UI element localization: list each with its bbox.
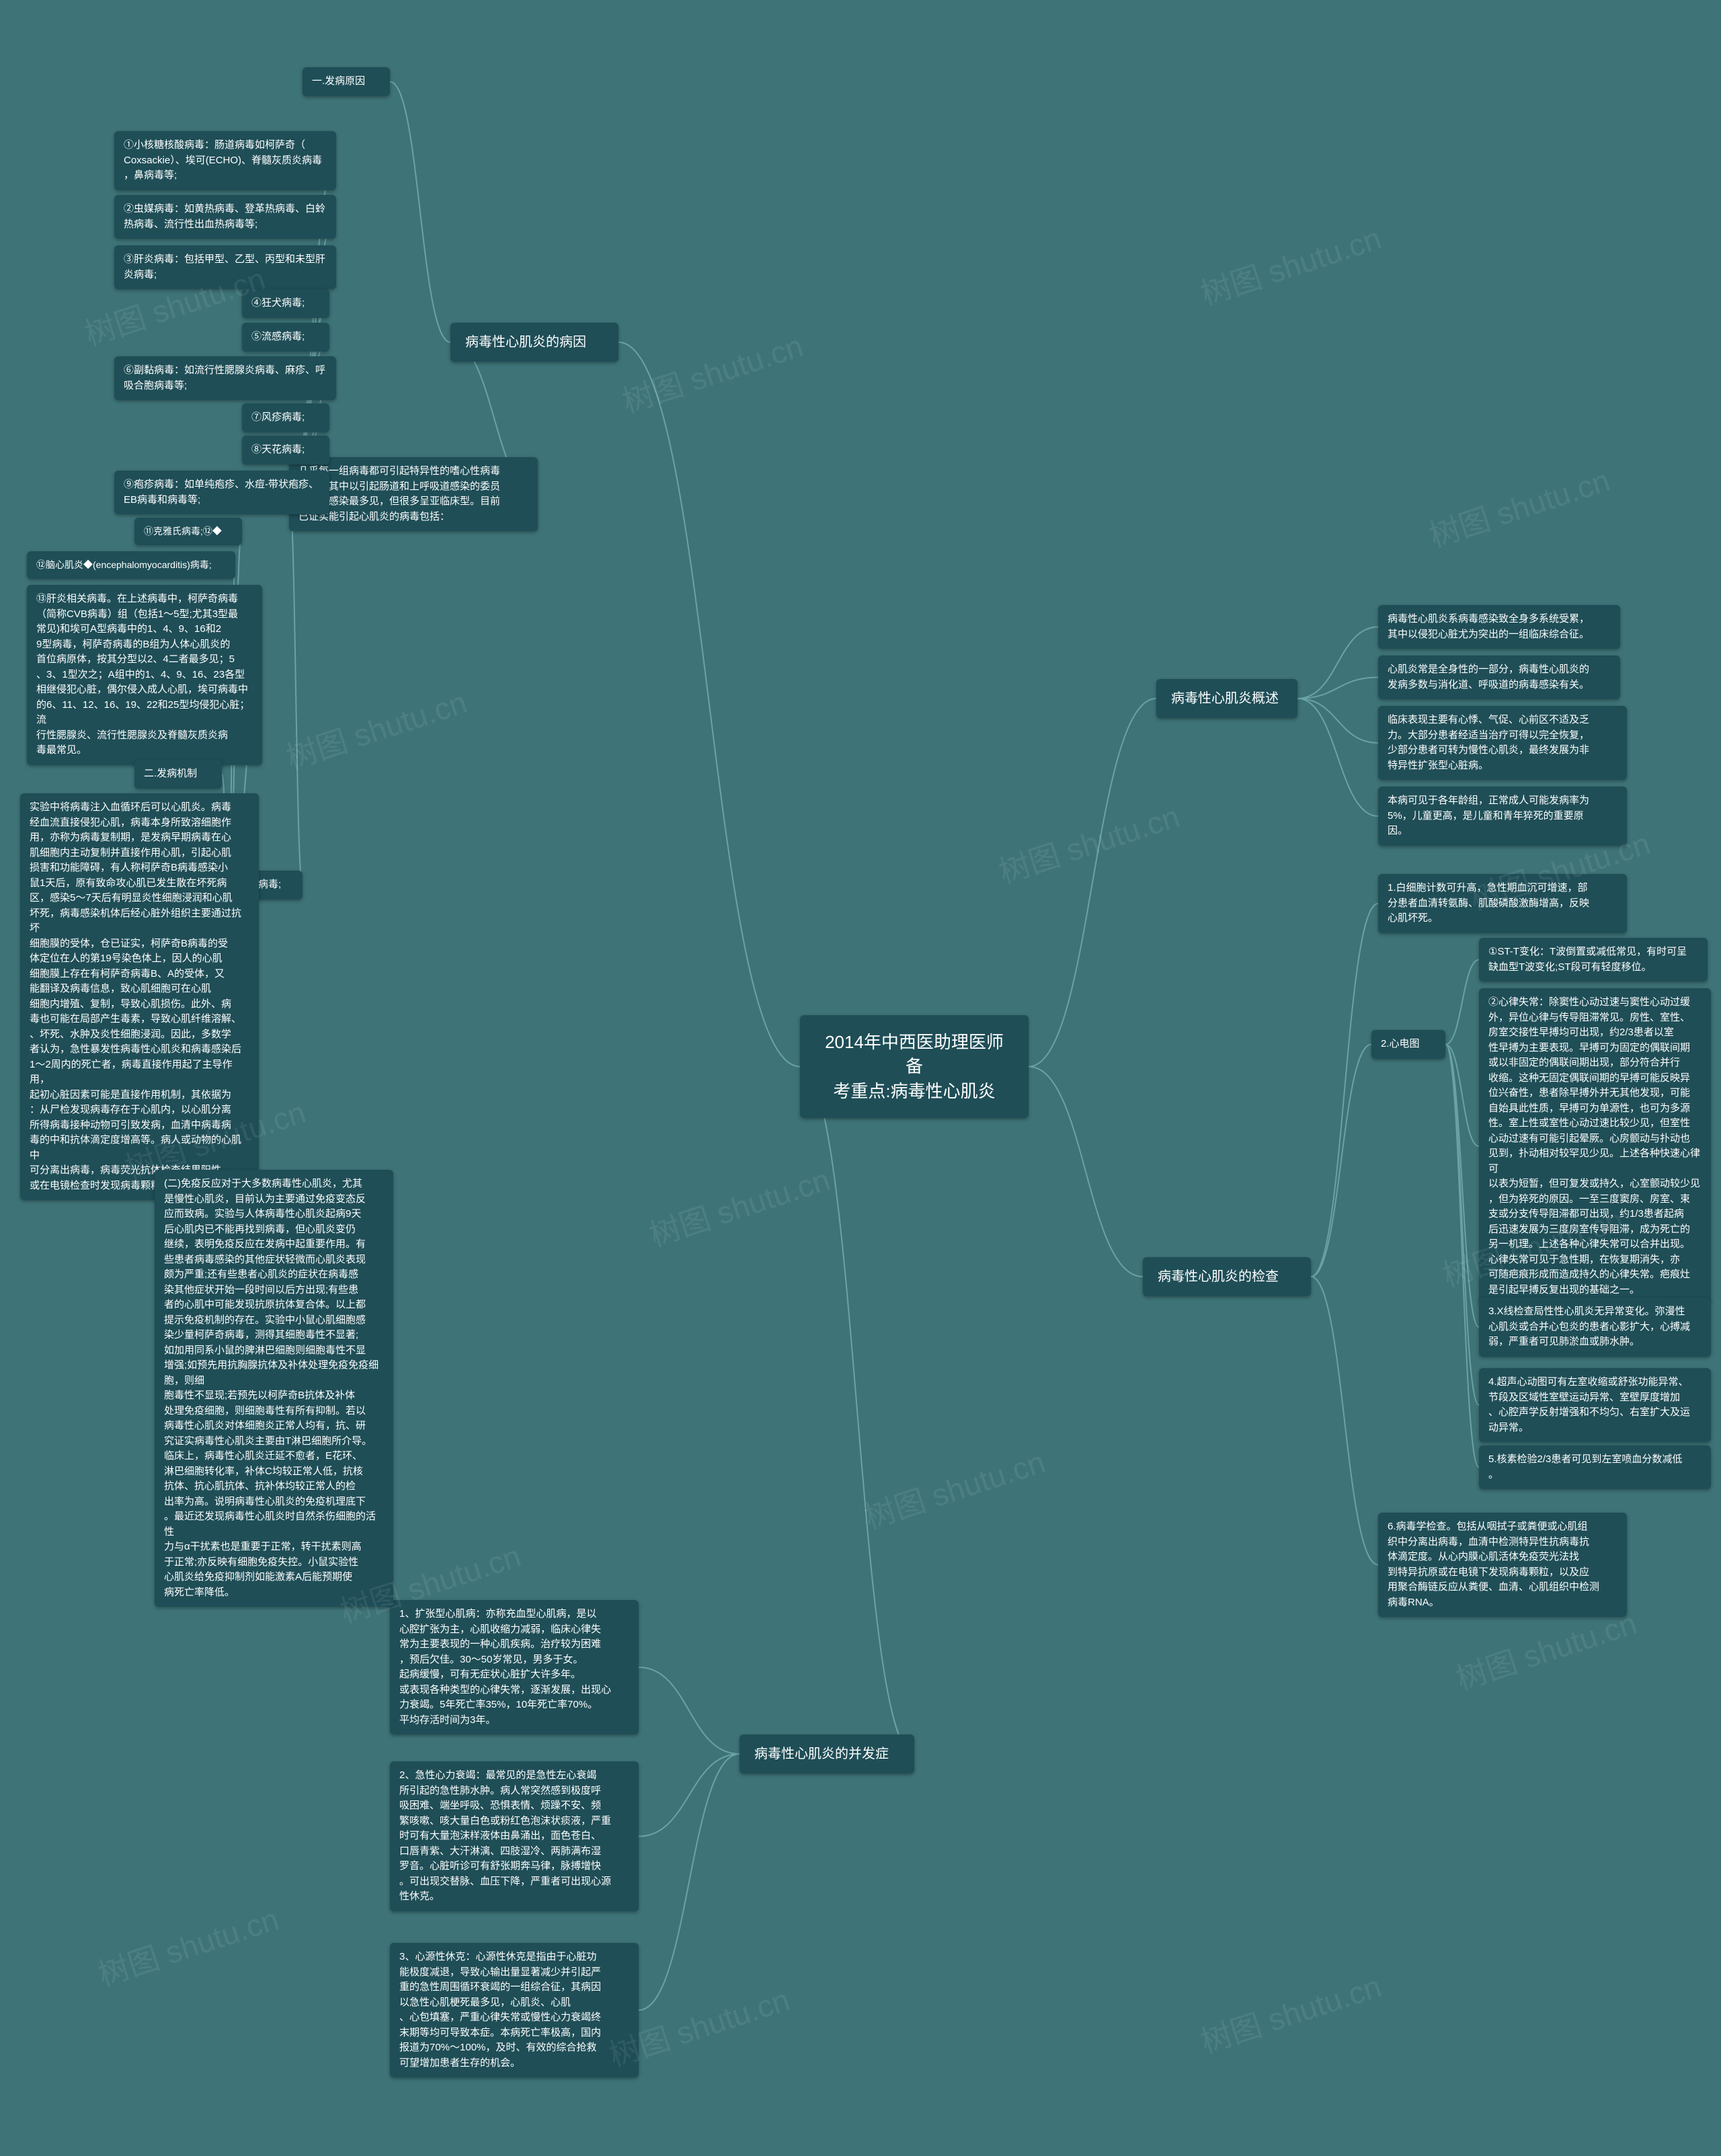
- watermark: 树图 shutu.cn: [280, 678, 472, 778]
- mindmap-node[interactable]: ⑪克雅氏病毒;⑫◆: [134, 518, 242, 545]
- mindmap-node[interactable]: ④狂犬病毒;: [242, 289, 329, 318]
- mindmap-node[interactable]: 心肌炎常是全身性的一部分，病毒性心肌炎的 发病多数与消化道、呼吸道的病毒感染有关…: [1378, 655, 1620, 699]
- node-label: 2014年中西医助理医师备 考重点:病毒性心肌炎: [825, 1032, 1004, 1101]
- node-label: ⑧天花病毒;: [251, 444, 305, 455]
- node-label: 3、心源性休克：心源性休克是指由于心脏功 能极度减退，导致心输出量显著减少并引起…: [399, 1951, 601, 2069]
- node-label: ①小核糖核酸病毒：肠道病毒如柯萨奇（ Coxsackie）、埃可(ECHO)、脊…: [124, 139, 322, 181]
- node-label: 3.X线检查局性性心肌炎无异常变化。弥漫性 心肌炎或合并心包炎的患者心影扩大，心…: [1488, 1306, 1690, 1347]
- node-label: 病毒性心肌炎的检查: [1158, 1269, 1279, 1284]
- mindmap-node[interactable]: (二)免疫反应对于大多数病毒性心肌炎，尤其 是慢性心肌炎，目前认为主要通过免疫变…: [155, 1170, 393, 1607]
- mindmap-node[interactable]: 4.超声心动图可有左室收缩或舒张功能异常、 节段及区域性室壁运动异常、室壁厚度增…: [1479, 1368, 1711, 1442]
- node-label: 6.病毒学检查。包括从咽拭子或粪便或心肌组 织中分离出病毒，血清中检测特异性抗病…: [1388, 1521, 1599, 1608]
- mindmap-node[interactable]: 二.发病机制: [134, 760, 222, 789]
- mindmap-node[interactable]: 2014年中西医助理医师备 考重点:病毒性心肌炎: [800, 1015, 1029, 1118]
- node-label: 病毒性心肌炎系病毒感染致全身多系统受累， 其中以侵犯心脏尤为突出的一组临床综合征…: [1388, 613, 1589, 640]
- mindmap-node[interactable]: ①小核糖核酸病毒：肠道病毒如柯萨奇（ Coxsackie）、埃可(ECHO)、脊…: [114, 131, 336, 190]
- node-label: ⑤流感病毒;: [251, 331, 305, 342]
- watermark: 树图 shutu.cn: [993, 793, 1185, 893]
- mindmap-node[interactable]: 1、扩张型心肌病：亦称充血型心肌病，是以 心腔扩张为主，心肌收缩力减弱，临床心律…: [390, 1600, 639, 1734]
- node-label: 2、急性心力衰竭：最常见的是急性左心衰竭 所引起的急性肺水肿。病人常突然感到极度…: [399, 1769, 611, 1902]
- node-label: ⑨疱疹病毒：如单纯疱疹、水痘-带状疱疹、 EB病毒和病毒等;: [124, 479, 319, 506]
- mindmap-node[interactable]: ⑬肝炎相关病毒。在上述病毒中，柯萨奇病毒 （简称CVB病毒）组（包括1～5型;尤…: [27, 585, 262, 765]
- node-label: ②心律失常：除窦性心动过速与窦性心动过缓 外，异位心律与传导阻滞常见。房性、室性…: [1488, 996, 1700, 1295]
- node-label: ③肝炎病毒：包括甲型、乙型、丙型和未型肝 炎病毒;: [124, 253, 325, 280]
- node-label: 临床表现主要有心悸、气促、心前区不适及乏 力。大部分患者经适当治疗可得以完全恢复…: [1388, 714, 1589, 771]
- mindmap-node[interactable]: ⑤流感病毒;: [242, 323, 329, 352]
- node-label: ⑪克雅氏病毒;⑫◆: [144, 526, 222, 536]
- node-label: ①ST-T变化：T波倒置或减低常见，有时可呈 缺血型T波变化;ST段可有轻度移位…: [1488, 946, 1687, 973]
- node-label: 本病可见于各年龄组，正常成人可能发病率为 5%，儿童更高，是儿童和青年猝死的重要…: [1388, 795, 1589, 836]
- node-label: ④狂犬病毒;: [251, 297, 305, 309]
- mindmap-node[interactable]: 2、急性心力衰竭：最常见的是急性左心衰竭 所引起的急性肺水肿。病人常突然感到极度…: [390, 1761, 639, 1911]
- node-label: 病毒性心肌炎概述: [1171, 691, 1279, 706]
- mindmap-node[interactable]: ⑦风疹病毒;: [242, 403, 329, 432]
- mindmap-node[interactable]: 病毒性心肌炎的检查: [1143, 1257, 1311, 1296]
- mindmap-node[interactable]: 临床表现主要有心悸、气促、心前区不适及乏 力。大部分患者经适当治疗可得以完全恢复…: [1378, 706, 1627, 780]
- mindmap-node[interactable]: 1.白细胞计数可升高，急性期血沉可增速，部 分患者血清转氨酶、肌酸磷酸激酶增高，…: [1378, 874, 1627, 933]
- mindmap-node[interactable]: 5.核素检验2/3患者可见到左室喷血分数减低 。: [1479, 1445, 1711, 1489]
- node-label: ⑦风疹病毒;: [251, 411, 305, 423]
- node-label: 1.白细胞计数可升高，急性期血沉可增速，部 分患者血清转氨酶、肌酸磷酸激酶增高，…: [1388, 882, 1589, 924]
- node-label: ⑫脑心肌炎◆(encephalomyocarditis)病毒;: [36, 559, 212, 570]
- node-label: 2.心电图: [1381, 1038, 1420, 1049]
- mindmap-node[interactable]: 2.心电图: [1371, 1030, 1445, 1059]
- mindmap-node[interactable]: 病毒性心肌炎的并发症: [739, 1734, 914, 1773]
- watermark: 树图 shutu.cn: [1423, 456, 1615, 557]
- watermark: 树图 shutu.cn: [92, 1895, 284, 1995]
- mindmap-node[interactable]: ②心律失常：除窦性心动过速与窦性心动过缓 外，异位心律与传导阻滞常见。房性、室性…: [1479, 988, 1711, 1304]
- watermark: 树图 shutu.cn: [616, 322, 808, 422]
- node-label: 一.发病原因: [312, 75, 365, 87]
- node-label: 4.超声心动图可有左室收缩或舒张功能异常、 节段及区域性室壁运动异常、室壁厚度增…: [1488, 1376, 1690, 1433]
- node-label: 病毒性心肌炎的病因: [465, 335, 586, 350]
- node-label: 5.核素检验2/3患者可见到左室喷血分数减低 。: [1488, 1453, 1682, 1480]
- watermark: 树图 shutu.cn: [1195, 1962, 1386, 2063]
- watermark: 树图 shutu.cn: [1195, 214, 1386, 315]
- node-label: ⑥副黏病毒：如流行性腮腺炎病毒、麻疹、呼 吸合胞病毒等;: [124, 364, 325, 391]
- mindmap-node[interactable]: 6.病毒学检查。包括从咽拭子或粪便或心肌组 织中分离出病毒，血清中检测特异性抗病…: [1378, 1513, 1627, 1617]
- node-label: 1、扩张型心肌病：亦称充血型心肌病，是以 心腔扩张为主，心肌收缩力减弱，临床心律…: [399, 1608, 611, 1726]
- mindmap-node[interactable]: 3、心源性休克：心源性休克是指由于心脏功 能极度减退，导致心输出量显著减少并引起…: [390, 1943, 639, 2077]
- mindmap-node[interactable]: 本病可见于各年龄组，正常成人可能发病率为 5%，儿童更高，是儿童和青年猝死的重要…: [1378, 787, 1627, 846]
- mindmap-node[interactable]: 病毒性心肌炎概述: [1156, 679, 1297, 718]
- mindmap-node[interactable]: 病毒性心肌炎的病因: [450, 323, 618, 362]
- mindmap-node[interactable]: ②虫媒病毒：如黄热病毒、登革热病毒、白蛉 热病毒、流行性出血热病毒等;: [114, 195, 336, 239]
- node-label: (二)免疫反应对于大多数病毒性心肌炎，尤其 是慢性心肌炎，目前认为主要通过免疫变…: [164, 1178, 378, 1598]
- watermark: 树图 shutu.cn: [858, 1438, 1050, 1538]
- mindmap-node[interactable]: 实验中将病毒注入血循环后可以心肌炎。病毒 经血流直接侵犯心肌，病毒本身所致溶细胞…: [20, 793, 259, 1200]
- mindmap-node[interactable]: ⑨疱疹病毒：如单纯疱疹、水痘-带状疱疹、 EB病毒和病毒等;: [114, 471, 329, 514]
- mindmap-node[interactable]: ⑧天花病毒;: [242, 436, 329, 465]
- mindmap-node[interactable]: 3.X线检查局性性心肌炎无异常变化。弥漫性 心肌炎或合并心包炎的患者心影扩大，心…: [1479, 1297, 1711, 1357]
- node-label: 病毒性心肌炎的并发症: [754, 1747, 889, 1761]
- node-label: 二.发病机制: [144, 768, 197, 779]
- mindmap-node[interactable]: 一.发病原因: [303, 67, 390, 96]
- node-label: ⑬肝炎相关病毒。在上述病毒中，柯萨奇病毒 （简称CVB病毒）组（包括1～5型;尤…: [36, 593, 249, 756]
- mindmap-node[interactable]: ⑥副黏病毒：如流行性腮腺炎病毒、麻疹、呼 吸合胞病毒等;: [114, 356, 336, 400]
- mindmap-node[interactable]: ③肝炎病毒：包括甲型、乙型、丙型和未型肝 炎病毒;: [114, 245, 336, 289]
- node-label: 心肌炎常是全身性的一部分，病毒性心肌炎的 发病多数与消化道、呼吸道的病毒感染有关…: [1388, 664, 1589, 690]
- watermark: 树图 shutu.cn: [643, 1156, 835, 1256]
- mindmap-node[interactable]: ⑫脑心肌炎◆(encephalomyocarditis)病毒;: [27, 551, 235, 579]
- node-label: 实验中将病毒注入血循环后可以心肌炎。病毒 经血流直接侵犯心肌，病毒本身所致溶细胞…: [30, 801, 241, 1191]
- mindmap-node[interactable]: ①ST-T变化：T波倒置或减低常见，有时可呈 缺血型T波变化;ST段可有轻度移位…: [1479, 938, 1708, 982]
- mindmap-node[interactable]: 病毒性心肌炎系病毒感染致全身多系统受累， 其中以侵犯心脏尤为突出的一组临床综合征…: [1378, 605, 1620, 649]
- node-label: ②虫媒病毒：如黄热病毒、登革热病毒、白蛉 热病毒、流行性出血热病毒等;: [124, 203, 325, 230]
